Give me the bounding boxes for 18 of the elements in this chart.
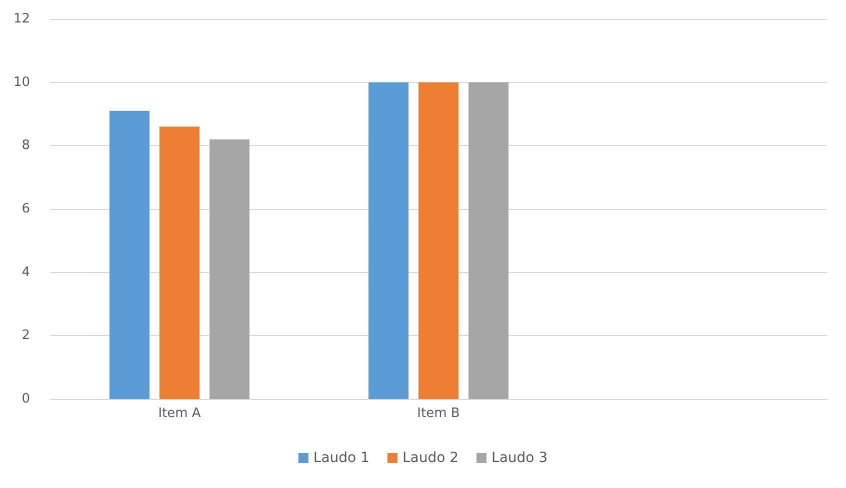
- x-tick-label: Item B: [417, 406, 460, 421]
- bar: [210, 139, 250, 399]
- y-tick-label: 12: [13, 12, 30, 26]
- legend-label: Laudo 2: [402, 450, 459, 466]
- x-tick-label: Item A: [158, 406, 201, 421]
- y-tick-label: 2: [22, 328, 30, 344]
- y-tick-label: 6: [22, 202, 30, 216]
- y-tick-label: 10: [13, 74, 30, 90]
- legend-label: Laudo 1: [313, 450, 370, 466]
- bar: [368, 82, 408, 399]
- bar: [468, 82, 508, 399]
- bar: [418, 82, 458, 399]
- y-tick-label: 4: [22, 264, 30, 280]
- y-tick-label: 0: [22, 392, 30, 406]
- legend-label: Laudo 3: [492, 450, 548, 466]
- bar: [110, 110, 150, 399]
- y-tick-label: 8: [22, 138, 30, 154]
- bar: [160, 126, 200, 399]
